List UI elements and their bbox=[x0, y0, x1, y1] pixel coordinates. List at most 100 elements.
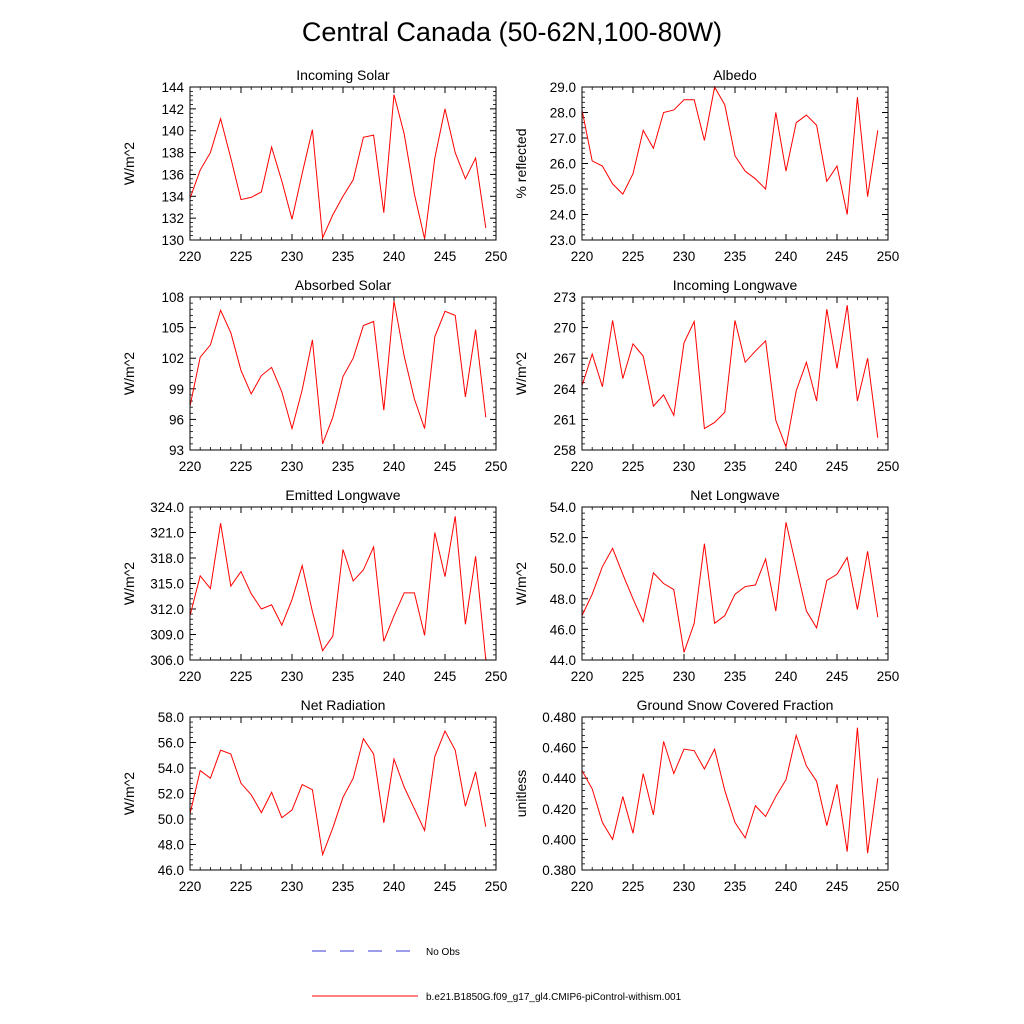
panel-7-xtick-label: 240 bbox=[383, 879, 406, 894]
panel-3-title: Absorbed Solar bbox=[295, 277, 392, 293]
panel-2-ytick-label: 23.0 bbox=[550, 233, 576, 248]
panel-1: Incoming Solar W/m^2 220 225 230 235 240 245 250… bbox=[121, 67, 507, 264]
panel-2-frame bbox=[581, 86, 889, 241]
panel-7-xtick-label: 220 bbox=[179, 879, 202, 894]
panel-1-xtick-label: 250 bbox=[485, 249, 508, 264]
panel-3-xtick-label: 225 bbox=[230, 459, 253, 474]
panel-8-xtick-label: 235 bbox=[724, 879, 747, 894]
panel-5-xtick-label: 230 bbox=[281, 669, 304, 684]
panel-7-xtick-label: 235 bbox=[332, 879, 355, 894]
panel-2-ytick-label: 25.0 bbox=[550, 182, 576, 197]
panel-1-ytick-label: 132 bbox=[161, 211, 184, 226]
panel-8-xtick-label: 225 bbox=[622, 879, 645, 894]
panel-2-series-line bbox=[581, 85, 879, 215]
panel-4-xtick-label: 250 bbox=[877, 459, 900, 474]
panel-3-ytick-label: 102 bbox=[161, 351, 184, 366]
panel-2-xtick-label: 245 bbox=[826, 249, 849, 264]
panel-4-xtick-label: 245 bbox=[826, 459, 849, 474]
panel-8-ytick-label: 0.380 bbox=[542, 863, 576, 878]
legend-model-label: b.e21.B1850G.f09_g17_gl4.CMIP6-piControl… bbox=[426, 992, 682, 1003]
panel-1-frame bbox=[189, 86, 497, 241]
panel-8-ytick-label: 0.480 bbox=[542, 710, 576, 725]
panel-2-ytick-label: 24.0 bbox=[550, 208, 576, 223]
panel-1-ytick-label: 130 bbox=[161, 233, 184, 248]
panel-2-xtick-label: 220 bbox=[571, 249, 594, 264]
panel-1-xtick-label: 240 bbox=[383, 249, 406, 264]
panel-7-xtick-label: 225 bbox=[230, 879, 253, 894]
figure-title: Central Canada (50-62N,100-80W) bbox=[302, 17, 722, 47]
panel-4-ytick-label: 270 bbox=[553, 321, 576, 336]
panel-7-ylabel: W/m^2 bbox=[121, 772, 137, 815]
panel-4-xtick-label: 225 bbox=[622, 459, 645, 474]
panel-7-ytick-label: 58.0 bbox=[158, 710, 184, 725]
panel-1-ylabel: W/m^2 bbox=[121, 142, 137, 185]
panel-3-ytick-label: 99 bbox=[169, 382, 184, 397]
panel-1-ytick-label: 144 bbox=[161, 80, 184, 95]
panel-4-xtick-label: 230 bbox=[673, 459, 696, 474]
panel-1-series-line bbox=[189, 94, 487, 240]
panel-5-title: Emitted Longwave bbox=[285, 487, 400, 503]
panel-2-title: Albedo bbox=[713, 67, 757, 83]
panel-4-xtick-label: 240 bbox=[775, 459, 798, 474]
panel-1-xtick-label: 245 bbox=[434, 249, 457, 264]
panel-7-ytick-label: 52.0 bbox=[158, 787, 184, 802]
panel-6-ytick-label: 54.0 bbox=[550, 500, 576, 515]
panel-2-xtick-label: 250 bbox=[877, 249, 900, 264]
panel-6-ytick-label: 46.0 bbox=[550, 622, 576, 637]
panel-3-ytick-label: 108 bbox=[161, 290, 184, 305]
panel-5: Emitted Longwave W/m^2 220 225 230 235 240 245 2… bbox=[121, 487, 507, 684]
panel-6-xtick-label: 245 bbox=[826, 669, 849, 684]
panel-6-xtick-label: 235 bbox=[724, 669, 747, 684]
panel-8-xtick-label: 240 bbox=[775, 879, 798, 894]
panel-1-xtick-label: 230 bbox=[281, 249, 304, 264]
panel-2-xtick-label: 240 bbox=[775, 249, 798, 264]
panel-1-ytick-label: 142 bbox=[161, 102, 184, 117]
panel-4-ytick-label: 258 bbox=[553, 443, 576, 458]
panel-6: Net Longwave W/m^2 220 225 230 235 240 245 250 44… bbox=[513, 487, 899, 684]
panel-7-xtick-label: 230 bbox=[281, 879, 304, 894]
panel-1-ytick-label: 140 bbox=[161, 124, 184, 139]
panel-4-ytick-label: 273 bbox=[553, 290, 576, 305]
panel-4-xtick-label: 220 bbox=[571, 459, 594, 474]
panel-2-xtick-label: 225 bbox=[622, 249, 645, 264]
panel-5-ytick-label: 321.0 bbox=[150, 526, 184, 541]
panel-3-ytick-label: 105 bbox=[161, 321, 184, 336]
panel-2-xtick-label: 235 bbox=[724, 249, 747, 264]
panel-4-title: Incoming Longwave bbox=[673, 277, 798, 293]
panel-8-xtick-label: 245 bbox=[826, 879, 849, 894]
legend-obs-label: No Obs bbox=[426, 947, 460, 958]
panel-8-series-line bbox=[581, 727, 879, 854]
panel-5-ytick-label: 315.0 bbox=[150, 577, 184, 592]
panel-7-ytick-label: 54.0 bbox=[158, 761, 184, 776]
panel-1-xtick-label: 235 bbox=[332, 249, 355, 264]
panel-8-ytick-label: 0.440 bbox=[542, 771, 576, 786]
panel-7-xtick-label: 250 bbox=[485, 879, 508, 894]
panel-8-xtick-label: 250 bbox=[877, 879, 900, 894]
panel-1-xtick-label: 220 bbox=[179, 249, 202, 264]
panel-5-series-line bbox=[189, 516, 487, 661]
panel-8-frame bbox=[581, 716, 889, 871]
panel-5-xtick-label: 225 bbox=[230, 669, 253, 684]
panel-6-xtick-label: 225 bbox=[622, 669, 645, 684]
panel-4-ylabel: W/m^2 bbox=[513, 352, 529, 395]
panel-5-xtick-label: 235 bbox=[332, 669, 355, 684]
panel-8-title: Ground Snow Covered Fraction bbox=[637, 697, 834, 713]
panel-6-xtick-label: 250 bbox=[877, 669, 900, 684]
panel-3: Absorbed Solar W/m^2 220 225 230 235 240 245 250… bbox=[121, 277, 507, 474]
panel-3-ytick-label: 93 bbox=[169, 443, 184, 458]
panel-3-xtick-label: 240 bbox=[383, 459, 406, 474]
panel-3-frame bbox=[189, 296, 497, 451]
panel-1-ytick-label: 136 bbox=[161, 167, 184, 182]
panel-5-xtick-label: 220 bbox=[179, 669, 202, 684]
panel-5-xtick-label: 240 bbox=[383, 669, 406, 684]
panel-3-xtick-label: 245 bbox=[434, 459, 457, 474]
panel-7-xtick-label: 245 bbox=[434, 879, 457, 894]
panel-6-series-line bbox=[581, 522, 879, 653]
panel-7-title: Net Radiation bbox=[301, 697, 386, 713]
panel-8-ylabel: unitless bbox=[513, 770, 529, 817]
panel-7-ytick-label: 50.0 bbox=[158, 812, 184, 827]
panel-1-ytick-label: 134 bbox=[161, 189, 184, 204]
panel-6-xtick-label: 220 bbox=[571, 669, 594, 684]
panel-4-xtick-label: 235 bbox=[724, 459, 747, 474]
